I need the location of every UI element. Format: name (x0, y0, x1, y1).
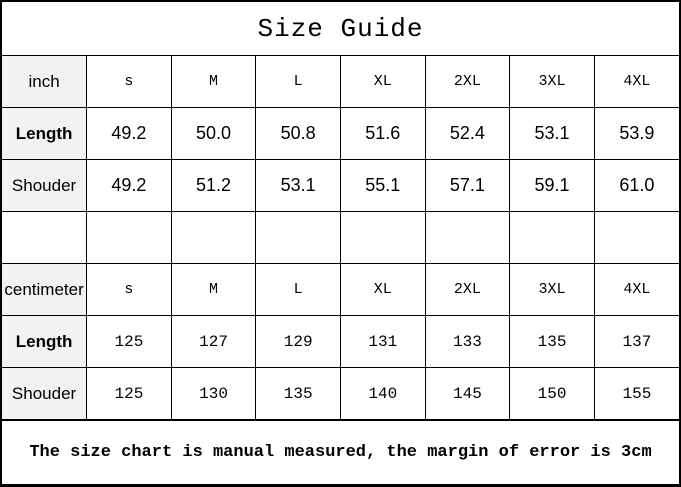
row-label: Shouder (2, 367, 88, 420)
value-cell: 135 (255, 367, 341, 420)
spacer-cell (255, 211, 341, 264)
value-cell: 140 (340, 367, 426, 420)
value-cell: 49.2 (86, 159, 172, 212)
table-row-cm-length: Length 125 127 129 131 133 135 137 (2, 315, 679, 368)
value-cell: 53.1 (255, 159, 341, 212)
size-header-cell: XL (340, 263, 426, 316)
spacer-cell (593, 211, 679, 264)
size-header-cell: 4XL (593, 56, 679, 108)
value-cell: 135 (509, 315, 595, 368)
spacer-cell (170, 211, 257, 264)
value-cell: 59.1 (509, 159, 595, 212)
table-row-inch-header: inch s M L XL 2XL 3XL 4XL (2, 56, 679, 108)
table-row-cm-shouder: Shouder 125 130 135 140 145 150 155 (2, 367, 679, 420)
size-header-cell: 4XL (593, 263, 679, 316)
size-header-cell: L (255, 56, 341, 108)
value-cell: 131 (340, 315, 426, 368)
table-row-inch-shouder: Shouder 49.2 51.2 53.1 55.1 57.1 59.1 61… (2, 159, 679, 212)
size-header-cell: s (86, 56, 172, 108)
value-cell: 61.0 (593, 159, 679, 212)
value-cell: 125 (86, 315, 172, 368)
value-cell: 125 (86, 367, 172, 420)
spacer-cell (509, 211, 595, 264)
table-row-centimeter-header: centimeter s M L XL 2XL 3XL 4XL (2, 263, 679, 316)
spacer-cell (2, 211, 88, 264)
unit-cell-inch: inch (2, 56, 88, 108)
spacer-cell (340, 211, 426, 264)
value-cell: 145 (424, 367, 511, 420)
table-row-inch-length: Length 49.2 50.0 50.8 51.6 52.4 53.1 53.… (2, 107, 679, 160)
size-header-cell: s (86, 263, 172, 316)
table-row-spacer (2, 211, 679, 264)
value-cell: 55.1 (340, 159, 426, 212)
row-label: Length (2, 107, 88, 160)
size-header-cell: 3XL (509, 263, 595, 316)
spacer-cell (86, 211, 172, 264)
value-cell: 51.6 (340, 107, 426, 160)
size-header-cell: XL (340, 56, 426, 108)
value-cell: 133 (424, 315, 511, 368)
size-header-cell: 2XL (424, 56, 511, 108)
value-cell: 155 (593, 367, 679, 420)
value-cell: 57.1 (424, 159, 511, 212)
value-cell: 53.9 (593, 107, 679, 160)
value-cell: 127 (170, 315, 257, 368)
value-cell: 50.8 (255, 107, 341, 160)
row-label: Shouder (2, 159, 88, 212)
footer-note: The size chart is manual measured, the m… (2, 420, 679, 484)
page-title: Size Guide (2, 2, 679, 56)
value-cell: 130 (170, 367, 257, 420)
size-header-cell: M (170, 263, 257, 316)
size-table: inch s M L XL 2XL 3XL 4XL Length 49.2 50… (2, 56, 679, 420)
size-header-cell: L (255, 263, 341, 316)
value-cell: 52.4 (424, 107, 511, 160)
value-cell: 137 (593, 315, 679, 368)
value-cell: 51.2 (170, 159, 257, 212)
value-cell: 53.1 (509, 107, 595, 160)
value-cell: 129 (255, 315, 341, 368)
spacer-cell (424, 211, 511, 264)
row-label: Length (2, 315, 88, 368)
size-header-cell: M (170, 56, 257, 108)
value-cell: 150 (509, 367, 595, 420)
value-cell: 50.0 (170, 107, 257, 160)
unit-cell-centimeter: centimeter (2, 263, 88, 316)
size-header-cell: 2XL (424, 263, 511, 316)
value-cell: 49.2 (86, 107, 172, 160)
size-header-cell: 3XL (509, 56, 595, 108)
